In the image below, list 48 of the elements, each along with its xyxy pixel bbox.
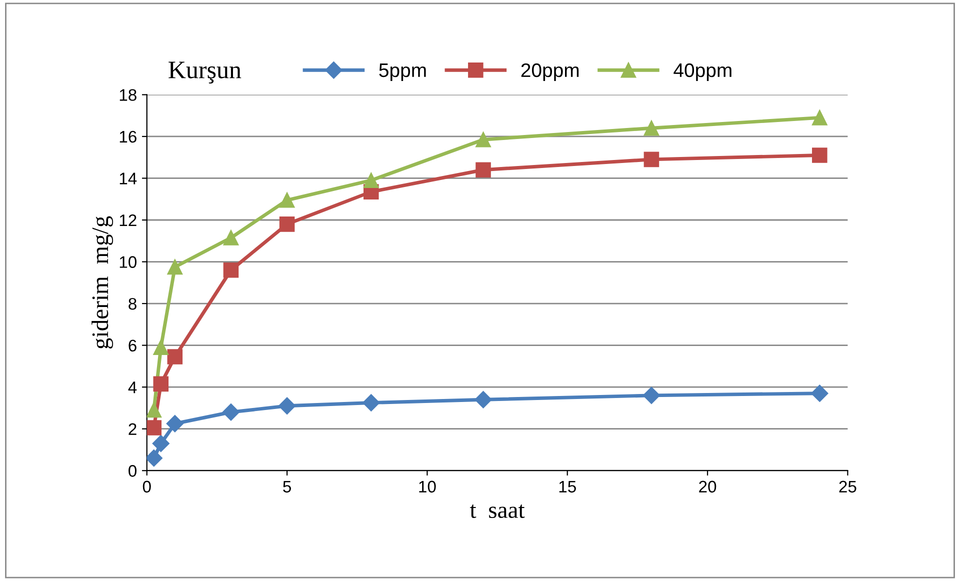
y-tick-label: 10: [120, 256, 137, 268]
point: [146, 420, 162, 436]
point: [153, 340, 169, 356]
legend-label: 40ppm: [674, 63, 732, 81]
y-tick-label: 0: [128, 465, 137, 477]
point: [476, 162, 491, 178]
x-tick-label: 25: [839, 480, 856, 493]
point: [166, 415, 184, 432]
point: [152, 434, 170, 452]
x-axis-title: t saat: [470, 504, 525, 518]
y-tick-label: 14: [120, 172, 137, 184]
point: [474, 391, 492, 408]
legend-title: Kurşun: [168, 62, 242, 84]
point: [812, 110, 828, 126]
y-tick-label: 16: [120, 130, 136, 143]
legend-label: 20ppm: [521, 63, 579, 81]
point: [363, 172, 379, 188]
y-tick-label: 2: [128, 423, 136, 435]
point: [811, 384, 828, 402]
point: [362, 394, 380, 412]
point: [279, 216, 295, 232]
x-tick-label: 5: [283, 480, 291, 493]
point: [153, 376, 169, 392]
point: [279, 192, 295, 208]
x-tick-label: 10: [419, 480, 436, 493]
point: [223, 262, 239, 278]
point: [642, 386, 660, 404]
y-axis-title: giderim mg/g: [92, 216, 114, 349]
y-tick-label: 6: [128, 340, 136, 352]
point: [146, 450, 162, 467]
point: [167, 349, 183, 364]
point: [278, 397, 296, 414]
x-tick-label: 20: [699, 480, 716, 493]
point: [644, 152, 660, 168]
point: [644, 120, 660, 136]
point: [476, 132, 491, 148]
legend-label: 5ppm: [379, 64, 426, 81]
point: [223, 230, 239, 246]
x-tick-label: 0: [142, 480, 151, 493]
y-tick-label: 12: [120, 214, 136, 226]
y-tick-label: 4: [128, 382, 137, 394]
y-tick-label: 18: [120, 89, 136, 101]
point: [167, 259, 183, 275]
y-tick-label: 8: [128, 298, 136, 310]
x-tick-label: 15: [559, 480, 576, 493]
point: [222, 404, 240, 421]
point: [146, 402, 162, 418]
point: [812, 148, 828, 163]
